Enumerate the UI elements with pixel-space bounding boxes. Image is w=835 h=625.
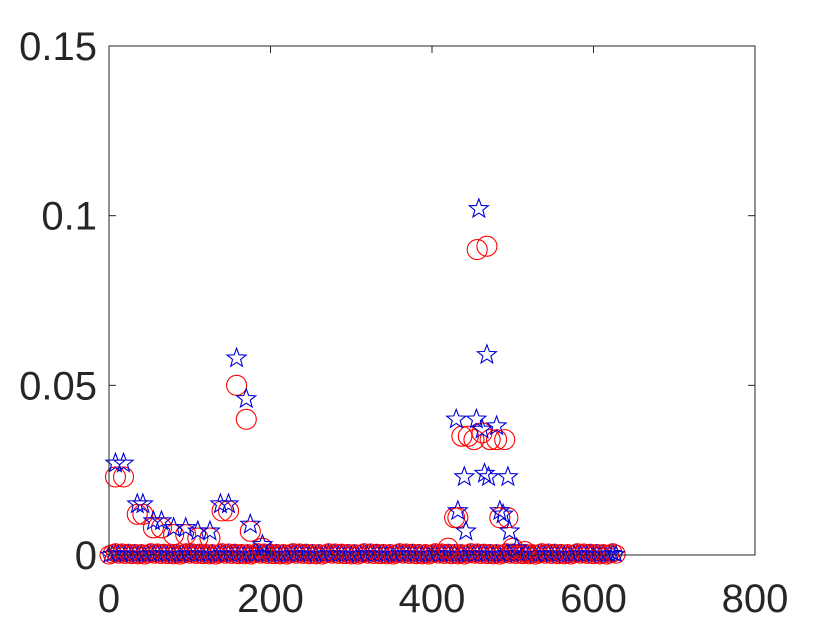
star-marker (126, 492, 149, 514)
circle-marker (163, 524, 185, 546)
x-tick-label: 800 (722, 577, 789, 621)
circle-marker (175, 524, 197, 546)
circle-marker (479, 429, 501, 451)
y-tick-label: 0 (75, 534, 97, 578)
star-marker (131, 492, 154, 514)
star-marker (492, 502, 515, 524)
circle-marker (463, 429, 485, 451)
circle-marker (514, 541, 536, 563)
star-marker (488, 499, 511, 521)
star-marker (498, 519, 521, 541)
star-marker (475, 343, 498, 365)
star-marker (209, 492, 232, 514)
star-marker (104, 451, 127, 473)
plot-area (109, 46, 755, 555)
x-tick-label: 400 (399, 577, 466, 621)
baseline-star-marker (606, 544, 626, 563)
star-marker (496, 465, 519, 487)
star-marker (225, 346, 248, 368)
star-marker (198, 519, 221, 541)
star-marker (485, 414, 508, 436)
star-marker (446, 499, 469, 521)
circle-marker (187, 527, 209, 549)
circle-marker (476, 235, 498, 257)
star-marker (477, 465, 500, 487)
star-marker (467, 197, 490, 219)
circle-marker (235, 408, 257, 430)
circle-marker (437, 537, 459, 559)
x-tick-label: 0 (98, 577, 120, 621)
circle-marker (251, 537, 273, 559)
star-marker (112, 451, 135, 473)
y-tick-label: 0.15 (19, 25, 97, 69)
x-tick-label: 200 (237, 577, 304, 621)
star-marker (251, 533, 274, 555)
y-tick-label: 0.05 (19, 364, 97, 408)
star-marker (142, 509, 165, 531)
y-tick-label: 0.1 (41, 195, 97, 239)
star-marker (453, 465, 476, 487)
axis-ticks (108, 45, 756, 556)
star-marker (174, 516, 197, 538)
star-marker (465, 407, 488, 429)
star-marker (454, 519, 477, 541)
circle-marker (494, 429, 516, 451)
y-tick-labels: 0 0.05 0.1 0.15 (19, 25, 97, 578)
circle-marker (239, 520, 261, 542)
star-marker (471, 417, 494, 439)
star-marker (217, 492, 240, 514)
x-tick-label: 600 (560, 577, 627, 621)
star-marker (239, 512, 262, 534)
x-tick-labels: 0 200 400 600 800 (98, 577, 789, 621)
star-marker (445, 407, 468, 429)
circle-marker (199, 527, 221, 549)
star-marker (235, 387, 258, 409)
star-marker (505, 536, 528, 558)
data-marks (99, 197, 626, 565)
star-marker (150, 509, 173, 531)
circle-marker (466, 239, 488, 261)
